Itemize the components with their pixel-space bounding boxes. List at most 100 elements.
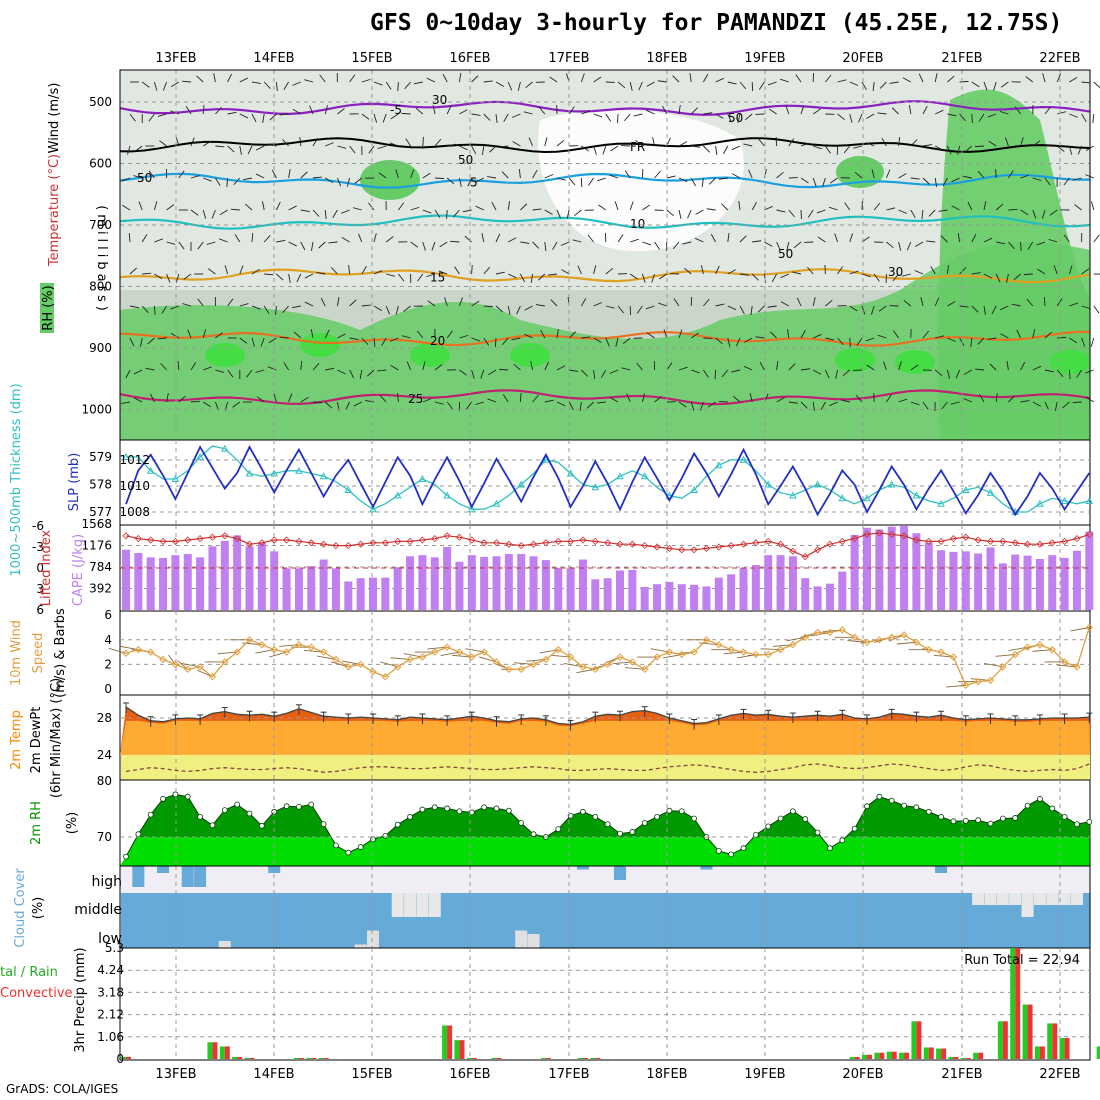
thickness-point	[739, 455, 748, 463]
cloud-mid-gap	[404, 893, 417, 917]
wind-barb	[605, 305, 615, 309]
wind-barb	[662, 105, 668, 115]
wind-barb	[1081, 81, 1091, 84]
wind-barb	[141, 81, 150, 88]
precip-total-bar	[244, 1057, 250, 1059]
thickness-point	[764, 480, 773, 488]
wind-barb	[946, 265, 949, 275]
wind-barb	[568, 106, 575, 115]
wind-barb	[293, 331, 302, 339]
wind-barb	[837, 337, 844, 346]
wind-barb	[318, 241, 326, 249]
wind-barb	[971, 233, 977, 243]
lifted-index-point	[604, 539, 612, 547]
lifted-index-point	[764, 537, 772, 545]
slp-tick: 1010	[119, 479, 150, 493]
cape-bar	[196, 557, 205, 610]
wind-barb	[434, 364, 443, 371]
wind-barb	[1068, 145, 1073, 155]
rh2m-point	[777, 815, 784, 822]
lifted-index-point	[357, 540, 365, 548]
precip-conv-bar	[941, 1048, 947, 1059]
wind-barb	[646, 109, 655, 115]
wind-barb	[609, 397, 619, 403]
cape-bar	[887, 526, 896, 610]
wind-barb	[288, 393, 293, 403]
wind-barb	[971, 272, 981, 275]
wind-barb	[1069, 76, 1078, 83]
wind-barb	[959, 305, 969, 308]
wind-barb	[967, 201, 973, 211]
wind-barb	[922, 177, 930, 185]
wind-barb	[624, 113, 631, 122]
wind-barb	[511, 337, 521, 341]
wind-barb	[1081, 113, 1087, 122]
rh2m-point	[135, 831, 142, 838]
lifted-index-point	[1048, 539, 1056, 547]
lifted-index-point	[233, 535, 241, 543]
lifted-index-point	[480, 539, 488, 547]
wind-speed-point	[332, 655, 340, 664]
wind-barb	[336, 177, 342, 187]
wind-barb	[568, 331, 576, 339]
wind-barb	[129, 113, 136, 122]
thickness-point	[616, 472, 624, 480]
wind-speed-point	[505, 665, 513, 674]
cape-bar	[220, 540, 229, 610]
wind-barb	[771, 273, 777, 283]
panel-8-frame	[119, 947, 1091, 1061]
rh2m-point	[147, 811, 154, 818]
rh2m-point	[1061, 813, 1068, 820]
wind-barb	[507, 237, 517, 243]
rh2m-point	[407, 813, 413, 820]
wind-barb	[610, 145, 619, 152]
lifted-index-point	[690, 546, 698, 554]
lifted-index-point	[851, 535, 859, 543]
wind-barb	[475, 205, 484, 211]
wind-barb	[255, 369, 265, 373]
date-label-bottom: 16FEB	[449, 1067, 490, 1082]
wind-speed-point	[344, 663, 353, 671]
wind-barb	[175, 137, 180, 147]
wind-barb	[234, 234, 241, 243]
lifted-index-point	[208, 533, 217, 541]
cape-bar	[677, 584, 686, 610]
cloud-high-label: high	[91, 874, 122, 890]
cloud-low-gap	[515, 930, 528, 948]
wind-barb	[368, 202, 375, 211]
rh2m-point	[728, 851, 735, 858]
wind-barb	[678, 209, 682, 219]
wind-barb	[283, 362, 289, 371]
lifted-index-point	[962, 533, 970, 541]
wind-barb	[495, 81, 505, 87]
wind-barb	[373, 337, 376, 347]
wind-barb	[397, 393, 399, 403]
precip-total-bar	[849, 1056, 855, 1059]
wind-barb	[707, 401, 716, 408]
wind-tick: 0	[104, 682, 112, 696]
wind-barb	[401, 112, 411, 115]
wind-barb	[324, 329, 330, 339]
date-label-bottom: 18FEB	[646, 1067, 687, 1082]
wind-barb	[837, 266, 844, 275]
lifted-index-point	[221, 532, 229, 540]
rh2m-point	[790, 808, 796, 815]
wind-barb	[312, 176, 322, 179]
p8-label-b: Convective	[0, 986, 73, 1001]
wind-barb	[727, 113, 732, 123]
wind-barb	[691, 145, 701, 148]
wind-barb	[1041, 209, 1046, 219]
wind-barb	[145, 367, 155, 371]
thickness-point	[467, 505, 476, 513]
wind-barb	[633, 113, 643, 117]
wind-barb	[273, 393, 277, 403]
wind-speed-point	[134, 645, 143, 654]
wind-barb	[622, 337, 631, 345]
wind-barb	[1020, 400, 1030, 403]
wind-barb	[983, 81, 988, 91]
cape-bar	[159, 557, 168, 610]
wind-barb	[459, 109, 468, 115]
wind-barb	[946, 369, 951, 379]
wind-barb	[645, 305, 655, 310]
